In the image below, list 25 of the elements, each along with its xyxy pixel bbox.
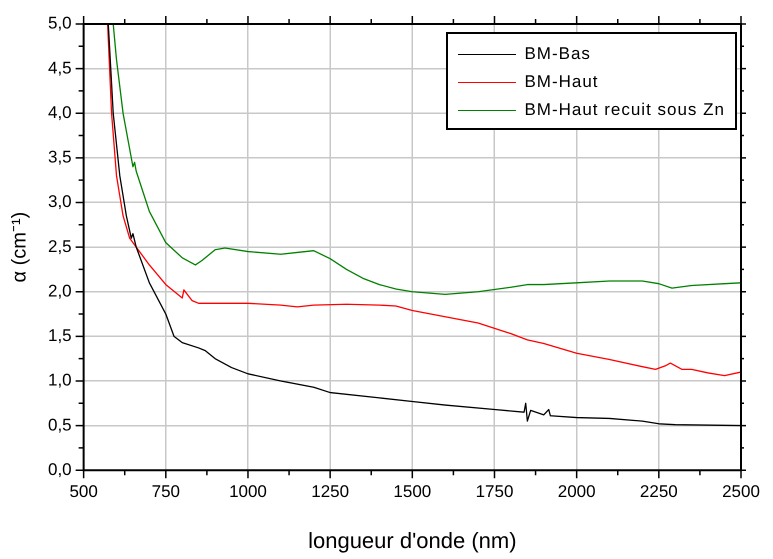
y-tick-label: 1,5: [48, 326, 72, 346]
x-tick-label: 1250: [311, 482, 350, 502]
x-tick-label: 1000: [229, 482, 267, 502]
x-tick-label: 500: [69, 482, 98, 502]
x-tick-label: 1500: [393, 482, 432, 502]
x-tick-label: 2250: [640, 482, 678, 502]
legend-label: BM-Haut: [524, 72, 599, 92]
y-tick-label: 2,0: [48, 281, 72, 300]
legend-label: BM-Haut recuit sous Zn: [524, 100, 725, 120]
y-tick-label: 0,0: [48, 460, 72, 479]
x-axis-title: longueur d'onde (nm): [308, 528, 517, 553]
y-tick-label: 5,0: [48, 14, 72, 33]
y-tick-label: 4,5: [48, 58, 72, 78]
y-tick-label: 3,5: [48, 148, 72, 167]
x-tick-label: 2000: [558, 482, 596, 502]
x-tick-label: 2500: [722, 482, 760, 502]
x-tick-label: 750: [152, 482, 180, 502]
y-tick-label: 1,0: [48, 370, 72, 390]
y-axis-title: α (cm⁻¹): [8, 212, 31, 282]
legend-label: BM-Bas: [524, 44, 591, 64]
y-tick-label: 2,5: [48, 236, 72, 256]
y-tick-label: 4,0: [48, 102, 72, 122]
y-tick-label: 0,5: [48, 415, 72, 434]
x-tick-label: 1750: [476, 482, 514, 502]
y-tick-label: 3,0: [48, 192, 72, 212]
